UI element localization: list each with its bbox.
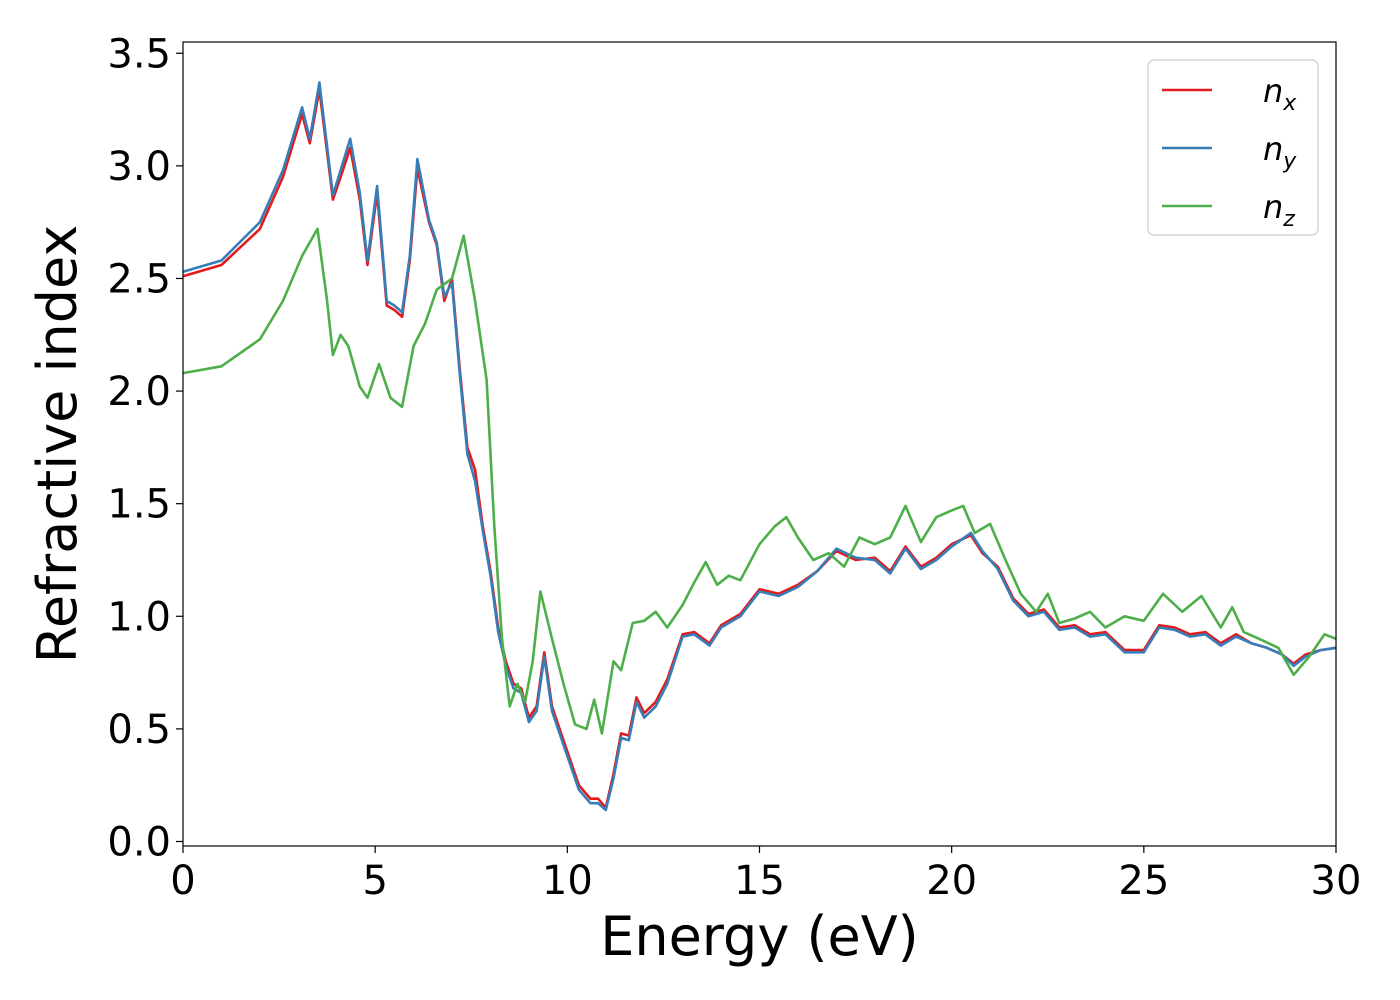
y-tick-label: 2.5	[107, 256, 171, 302]
y-tick-label: 1.0	[107, 594, 171, 640]
y-tick-label: 1.5	[107, 482, 171, 528]
legend-label-ny: ny	[1263, 130, 1297, 174]
series-line-nx	[182, 88, 1337, 809]
legend-box	[1147, 59, 1319, 236]
y-axis-ticks: 0.0 0.5 1.0 1.5 2.0 2.5 3.0 3.5	[107, 31, 183, 865]
x-tick-label: 0	[170, 858, 195, 904]
x-tick-label: 25	[1118, 858, 1169, 904]
x-tick-label: 20	[926, 858, 977, 904]
legend-label-base: n	[1263, 188, 1283, 226]
legend-label-nx: nx	[1263, 72, 1297, 116]
x-tick-label: 10	[542, 858, 593, 904]
legend-label-base: n	[1263, 72, 1283, 110]
legend-label-nz: nz	[1263, 188, 1295, 232]
legend-label-base: n	[1263, 130, 1283, 168]
legend-label-subscript: y	[1282, 149, 1297, 174]
x-axis-ticks: 0 5 10 15 20 25 30	[170, 846, 1361, 904]
y-tick-label: 3.5	[107, 31, 171, 77]
y-axis-title: Refractive index	[26, 225, 89, 664]
x-tick-label: 15	[734, 858, 785, 904]
y-tick-label: 0.0	[107, 819, 171, 865]
legend-label-subscript: x	[1282, 91, 1297, 116]
series-line-nz	[182, 227, 1337, 735]
legend-label-subscript: z	[1282, 207, 1295, 232]
series-lines	[182, 81, 1337, 812]
y-tick-label: 2.0	[107, 369, 171, 415]
x-tick-label: 30	[1311, 858, 1362, 904]
x-tick-label: 5	[362, 858, 387, 904]
y-tick-label: 3.0	[107, 144, 171, 190]
x-axis-title: Energy (eV)	[600, 905, 919, 968]
y-tick-label: 0.5	[107, 707, 171, 753]
series-line-ny	[182, 81, 1337, 812]
